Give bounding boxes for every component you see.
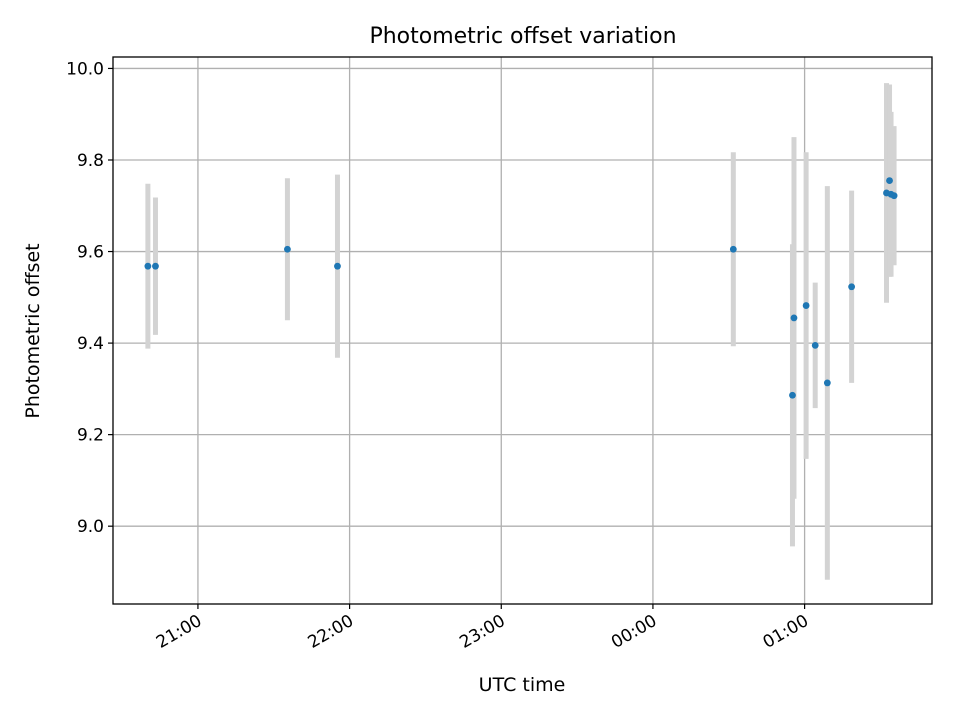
axis-ticks: 21:00 22:00 23:00 00:00 01:00 9.0 9.2 9.4 9.6 9.8… [66,59,812,652]
x-tick-label: 01:00 [760,611,812,653]
y-tick-label: 9.8 [77,151,104,171]
x-tick-label: 23:00 [456,611,508,653]
y-axis-label: Photometric offset [22,243,44,418]
data-point [848,283,856,291]
data-points [144,177,898,399]
data-point [729,245,737,253]
data-point [334,262,341,270]
data-point [789,391,796,399]
y-tick-label: 9.6 [77,243,104,263]
error-bars [145,83,897,580]
data-point [811,341,819,349]
data-point [890,192,898,200]
x-axis-label: UTC time [479,674,566,696]
plot-frame [112,56,933,605]
x-tick-label: 21:00 [153,611,205,653]
x-tick-label: 00:00 [608,611,660,653]
grid-lines [113,57,932,604]
y-tick-label: 10.0 [66,59,104,79]
data-point [790,314,798,322]
y-tick-label: 9.4 [77,334,104,354]
data-point [284,245,291,253]
data-point [152,262,159,270]
data-point [144,262,152,270]
data-point [823,379,831,387]
y-tick-label: 9.2 [77,426,104,446]
chart-title: Photometric offset variation [369,24,676,49]
y-tick-label: 9.0 [77,517,104,537]
data-point [886,177,893,184]
x-tick-label: 22:00 [305,611,357,653]
data-point [802,302,810,309]
